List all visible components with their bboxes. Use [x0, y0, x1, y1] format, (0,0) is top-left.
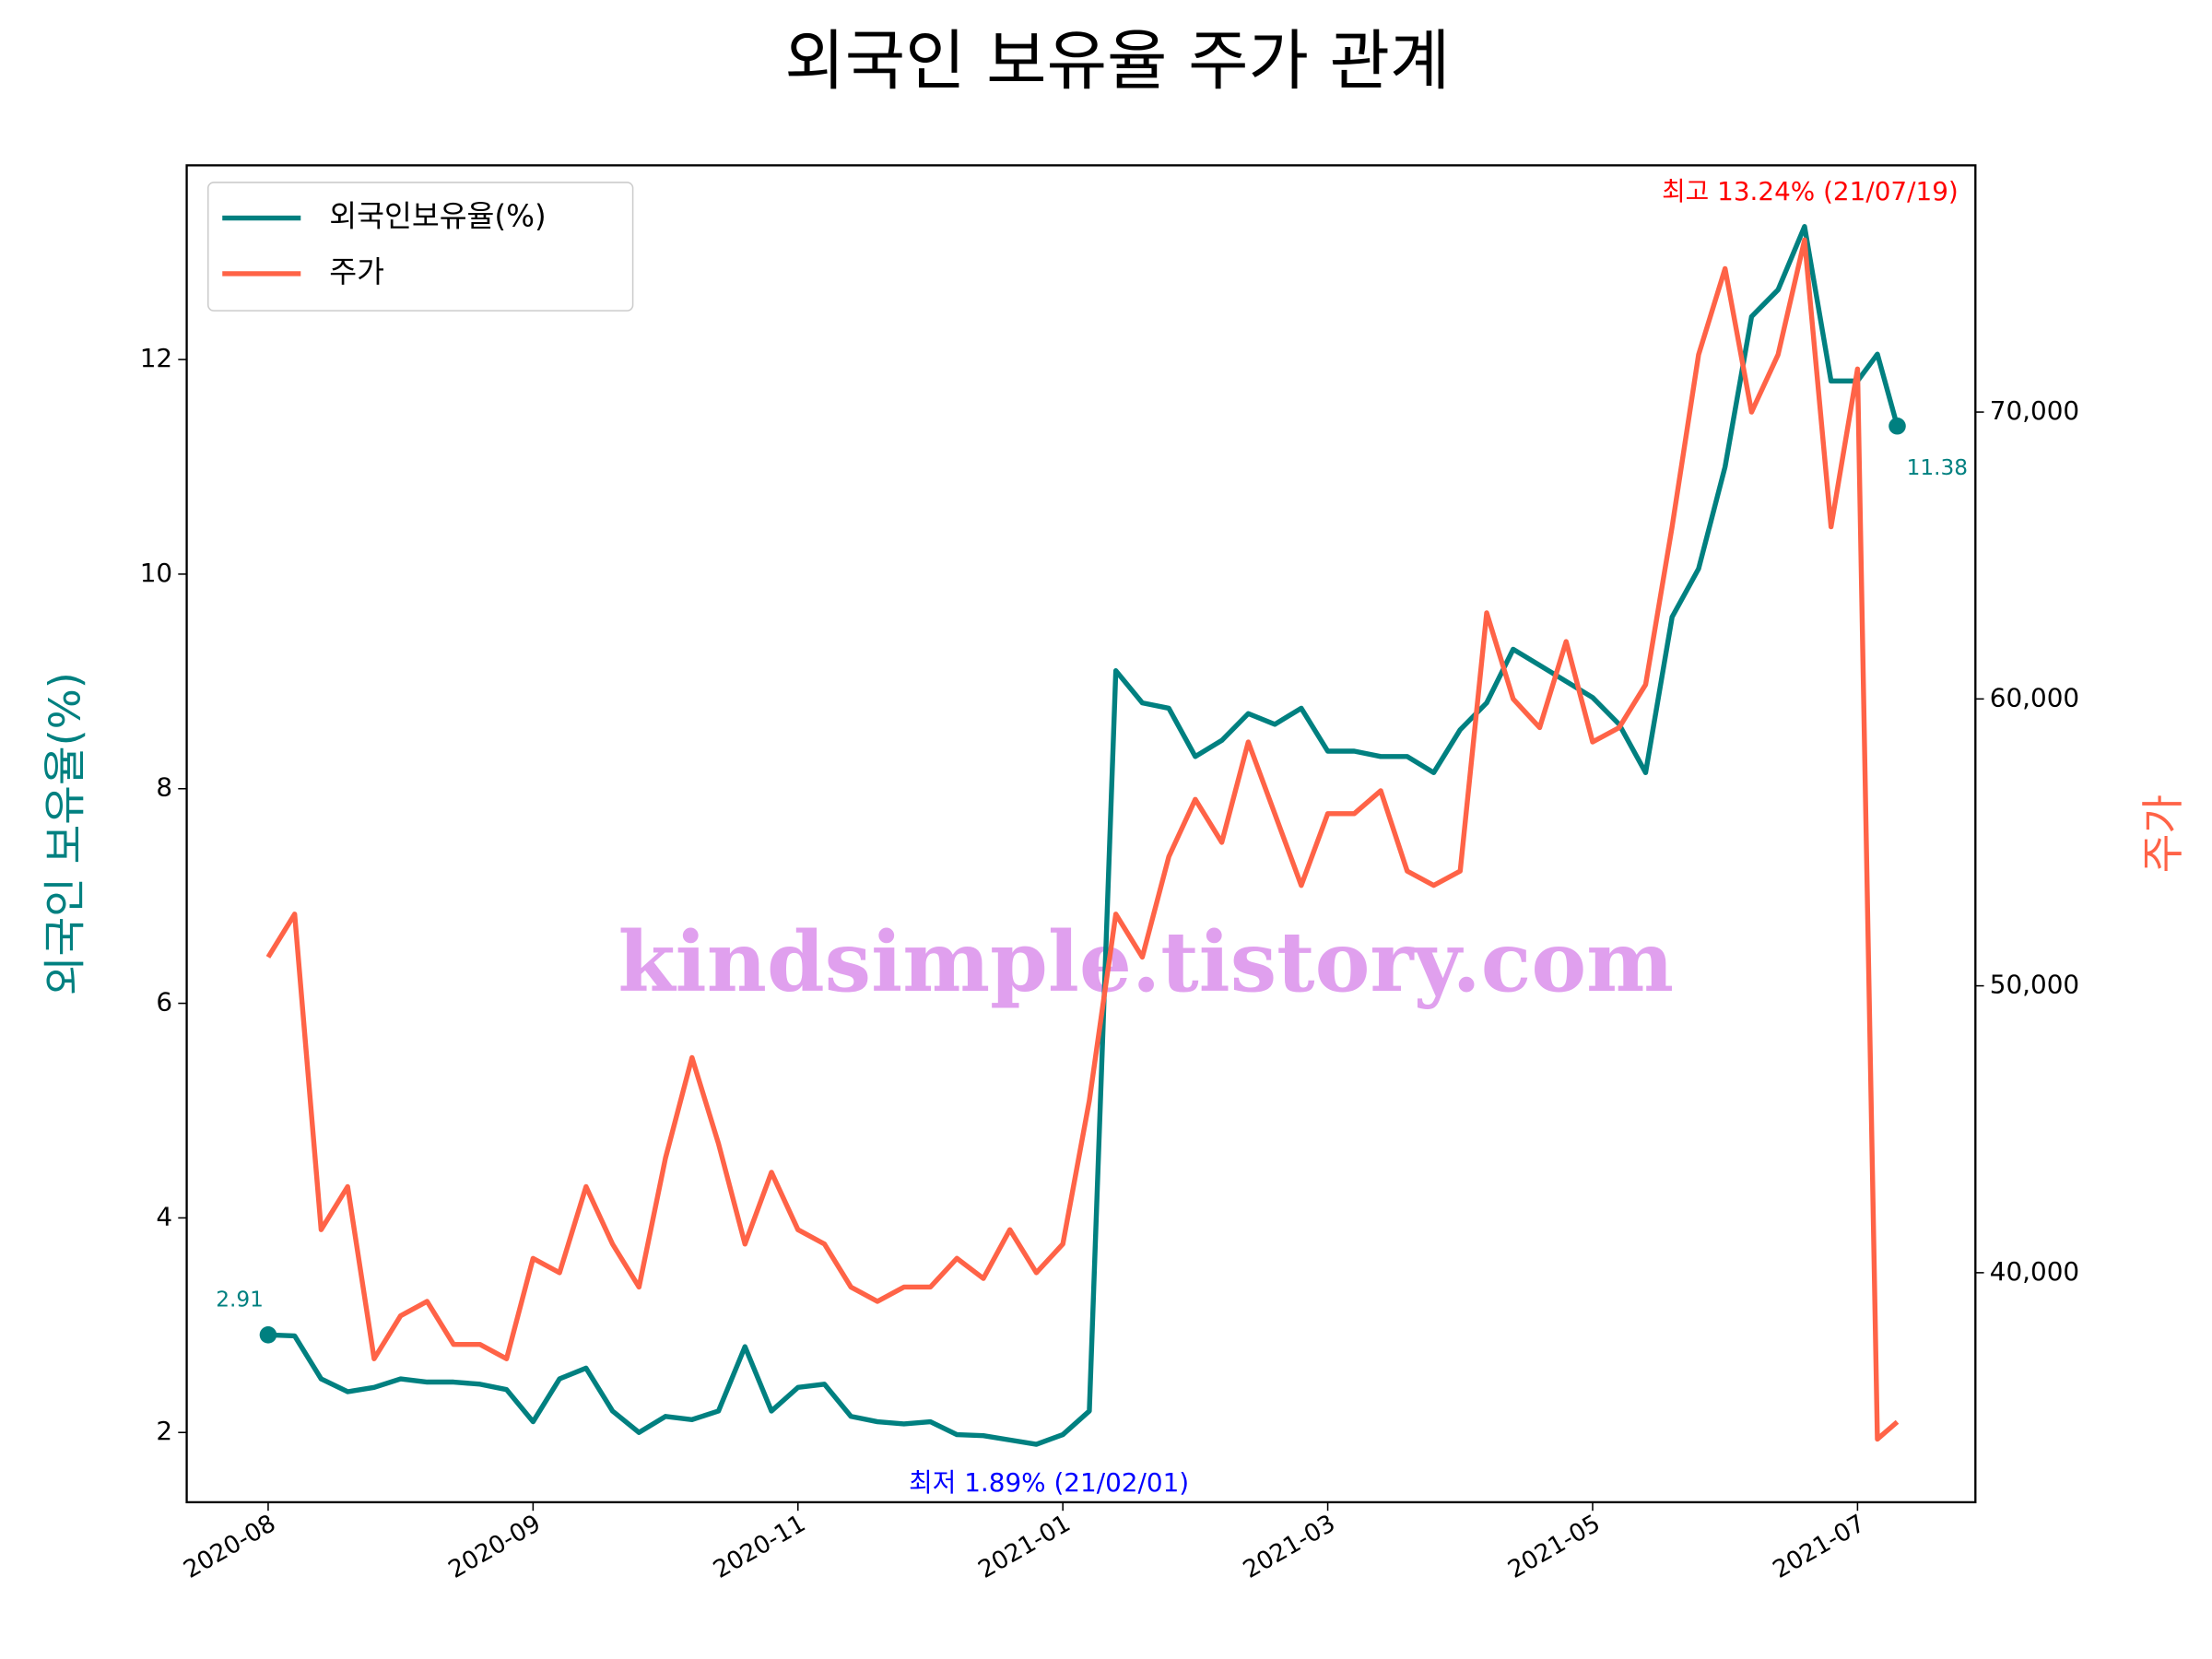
plot-frame — [185, 164, 1977, 1504]
y-tick-label: 12 — [140, 343, 172, 373]
watermark: kindsimple.tistory.com — [618, 914, 1675, 1011]
end-marker — [1888, 417, 1906, 435]
series-line — [265, 237, 1900, 1442]
legend-label: 외국인보유율(%) — [329, 199, 546, 234]
y-tick-label: 8 — [156, 772, 172, 803]
point-label: 2.91 — [216, 1288, 264, 1312]
series-line — [267, 224, 1900, 1447]
point-label: 11.38 — [1907, 455, 1968, 480]
chart-title: 외국인 보유율 주가 관계 — [784, 23, 1450, 100]
legend-box — [206, 182, 634, 312]
y2-tick-label: 40,000 — [1990, 1256, 2079, 1287]
y-axis-label: 외국인 보유율(%) — [41, 672, 90, 995]
annotation: 최저 1.89% (21/02/01) — [909, 1467, 1189, 1498]
y-tick-label: 4 — [156, 1201, 172, 1231]
end-marker — [259, 1326, 277, 1344]
y2-tick-label: 50,000 — [1990, 970, 2079, 1000]
y-tick-label: 10 — [140, 558, 172, 588]
annotation: 최고 13.24% (21/07/19) — [1662, 176, 1959, 206]
legend-label: 주가 — [329, 254, 384, 289]
y-tick-label: 2 — [156, 1416, 172, 1446]
y2-axis-label: 주가 — [2138, 794, 2188, 873]
y-tick-label: 6 — [156, 987, 172, 1018]
y2-tick-label: 70,000 — [1990, 395, 2079, 426]
y2-tick-label: 60,000 — [1990, 682, 2079, 712]
